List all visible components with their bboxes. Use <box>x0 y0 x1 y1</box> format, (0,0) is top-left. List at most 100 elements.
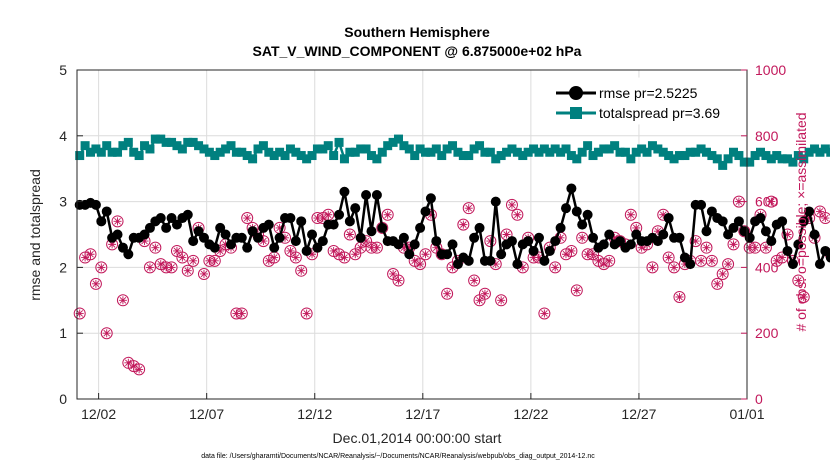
totalspread-point <box>529 144 539 154</box>
obs-point <box>495 294 508 307</box>
rmse-point <box>398 232 409 243</box>
rmse-point <box>523 236 534 247</box>
totalspread-point <box>685 147 695 157</box>
obs-point <box>441 287 454 300</box>
y-tick-left-label: 0 <box>59 391 67 407</box>
obs-point <box>662 251 675 264</box>
obs-point <box>387 267 400 280</box>
rmse-point <box>350 203 361 214</box>
totalspread-point <box>275 147 285 157</box>
rmse-point <box>361 190 372 201</box>
rmse-point <box>701 226 712 237</box>
rmse-point <box>798 216 809 227</box>
x-tick-label: 12/12 <box>297 406 332 422</box>
totalspread-point <box>291 147 301 157</box>
totalspread-point <box>604 144 614 154</box>
totalspread-point <box>199 144 209 154</box>
x-tick-label: 12/02 <box>81 406 116 422</box>
y-tick-right-label: 1000 <box>755 62 786 78</box>
totalspread-point <box>393 134 403 144</box>
totalspread-point <box>123 137 133 147</box>
totalspread-point <box>129 147 139 157</box>
y-tick-left-label: 2 <box>59 259 67 275</box>
totalspread-point <box>194 141 204 151</box>
rmse-point <box>198 232 209 243</box>
obs-point <box>176 251 189 264</box>
rmse-point <box>544 245 555 256</box>
obs-point <box>781 228 794 241</box>
totalspread-point <box>172 141 182 151</box>
totalspread-point <box>464 151 474 161</box>
totalspread-point <box>718 160 728 170</box>
legend: rmse pr=2.5225 totalspread pr=3.69 <box>551 77 741 125</box>
totalspread-point <box>415 144 425 154</box>
obs-point <box>462 202 475 215</box>
chart-title: Southern Hemisphere <box>344 24 490 40</box>
totalspread-point <box>556 147 566 157</box>
rmse-point <box>420 206 431 217</box>
totalspread-point <box>577 147 587 157</box>
rmse-point <box>555 222 566 233</box>
obs-point <box>419 248 432 261</box>
totalspread-point <box>799 154 809 164</box>
rmse-point <box>247 226 258 237</box>
rmse-point <box>236 232 247 243</box>
totalspread-point <box>783 154 793 164</box>
totalspread-point <box>221 144 231 154</box>
totalspread-point <box>102 141 112 151</box>
rmse-point <box>598 239 609 250</box>
totalspread-point <box>156 134 166 144</box>
totalspread-point <box>453 147 463 157</box>
totalspread-point <box>647 141 657 151</box>
totalspread-point <box>712 154 722 164</box>
totalspread-point <box>810 144 820 154</box>
rmse-point <box>193 226 204 237</box>
obs-point <box>289 251 302 264</box>
totalspread-point <box>350 147 360 157</box>
rmse-point <box>685 259 696 270</box>
x-axis-label: Dec.01,2014 00:00:00 start <box>333 430 502 446</box>
obs-point <box>576 231 589 244</box>
totalspread-point <box>826 147 830 157</box>
obs-point <box>392 274 405 287</box>
rmse-point <box>225 239 236 250</box>
totalspread-point <box>793 151 803 161</box>
totalspread-point <box>107 147 117 157</box>
rmse-point <box>496 249 507 260</box>
totalspread-point <box>383 141 393 151</box>
totalspread-point <box>637 144 647 154</box>
totalspread-point <box>734 151 744 161</box>
totalspread-point <box>701 147 711 157</box>
rmse-point <box>307 229 318 240</box>
totalspread-point <box>399 141 409 151</box>
rmse-point <box>733 216 744 227</box>
y-axis-right-ticks: 0 200 400 600 800 1000 <box>741 62 786 407</box>
obs-point <box>765 195 778 208</box>
obs-point <box>187 254 200 267</box>
totalspread-point <box>788 157 798 167</box>
obs-point <box>484 235 497 248</box>
rmse-point <box>728 222 739 233</box>
rmse-point <box>290 236 301 247</box>
legend-spread-label: totalspread pr=3.69 <box>599 105 720 121</box>
obs-point <box>95 261 108 274</box>
x-tick-label: 01/01 <box>729 406 764 422</box>
totalspread-point <box>145 144 155 154</box>
rmse-point <box>825 252 830 263</box>
totalspread-point <box>361 144 371 154</box>
totalspread-point <box>523 147 533 157</box>
totalspread-point <box>329 151 339 161</box>
totalspread-point <box>610 141 620 151</box>
rmse-point <box>215 222 226 233</box>
totalspread-point <box>242 151 252 161</box>
rmse-point <box>814 259 825 270</box>
totalspread-point <box>658 147 668 157</box>
obs-point <box>819 212 830 225</box>
rmse-point <box>539 255 550 266</box>
rmse-point <box>371 190 382 201</box>
obs-point <box>792 274 805 287</box>
obs-point <box>111 215 124 228</box>
obs-point <box>505 198 518 211</box>
obs-point <box>133 363 146 376</box>
